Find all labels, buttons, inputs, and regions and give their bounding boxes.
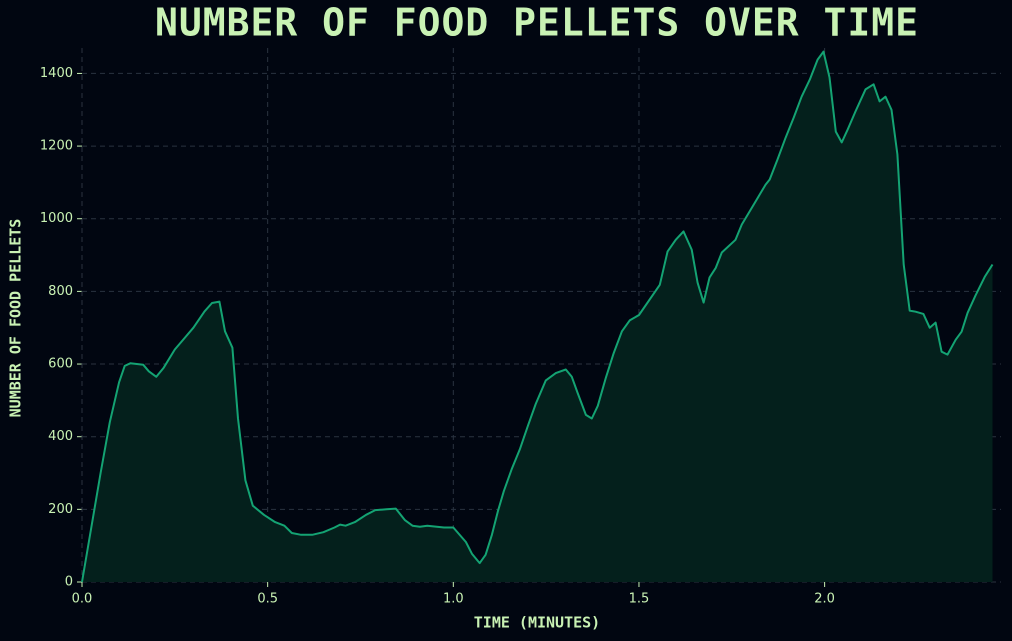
x-axis-label: TIME (MINUTES) [474,614,600,632]
x-tick-label: 0.0 [72,592,93,607]
area [82,51,993,583]
x-tick-label: 1.5 [629,592,650,607]
y-tick-label: 1000 [40,211,73,226]
y-tick-label: 600 [48,357,73,372]
chart-title: NUMBER OF FOOD PELLETS OVER TIME [155,1,919,45]
y-tick-label: 400 [48,429,73,444]
y-tick-label: 200 [48,502,73,517]
y-tick-label: 1400 [40,66,73,81]
y-tick-label: 1200 [40,139,73,154]
y-tick-label: 800 [48,284,73,299]
x-tick-label: 1.0 [443,592,464,607]
line [81,50,994,583]
y-axis-label: NUMBER OF FOOD PELLETS [7,219,25,418]
x-tick-label: 0.5 [257,592,278,607]
x-tick-label: 2.0 [814,592,835,607]
y-tick-label: 0 [65,575,73,590]
